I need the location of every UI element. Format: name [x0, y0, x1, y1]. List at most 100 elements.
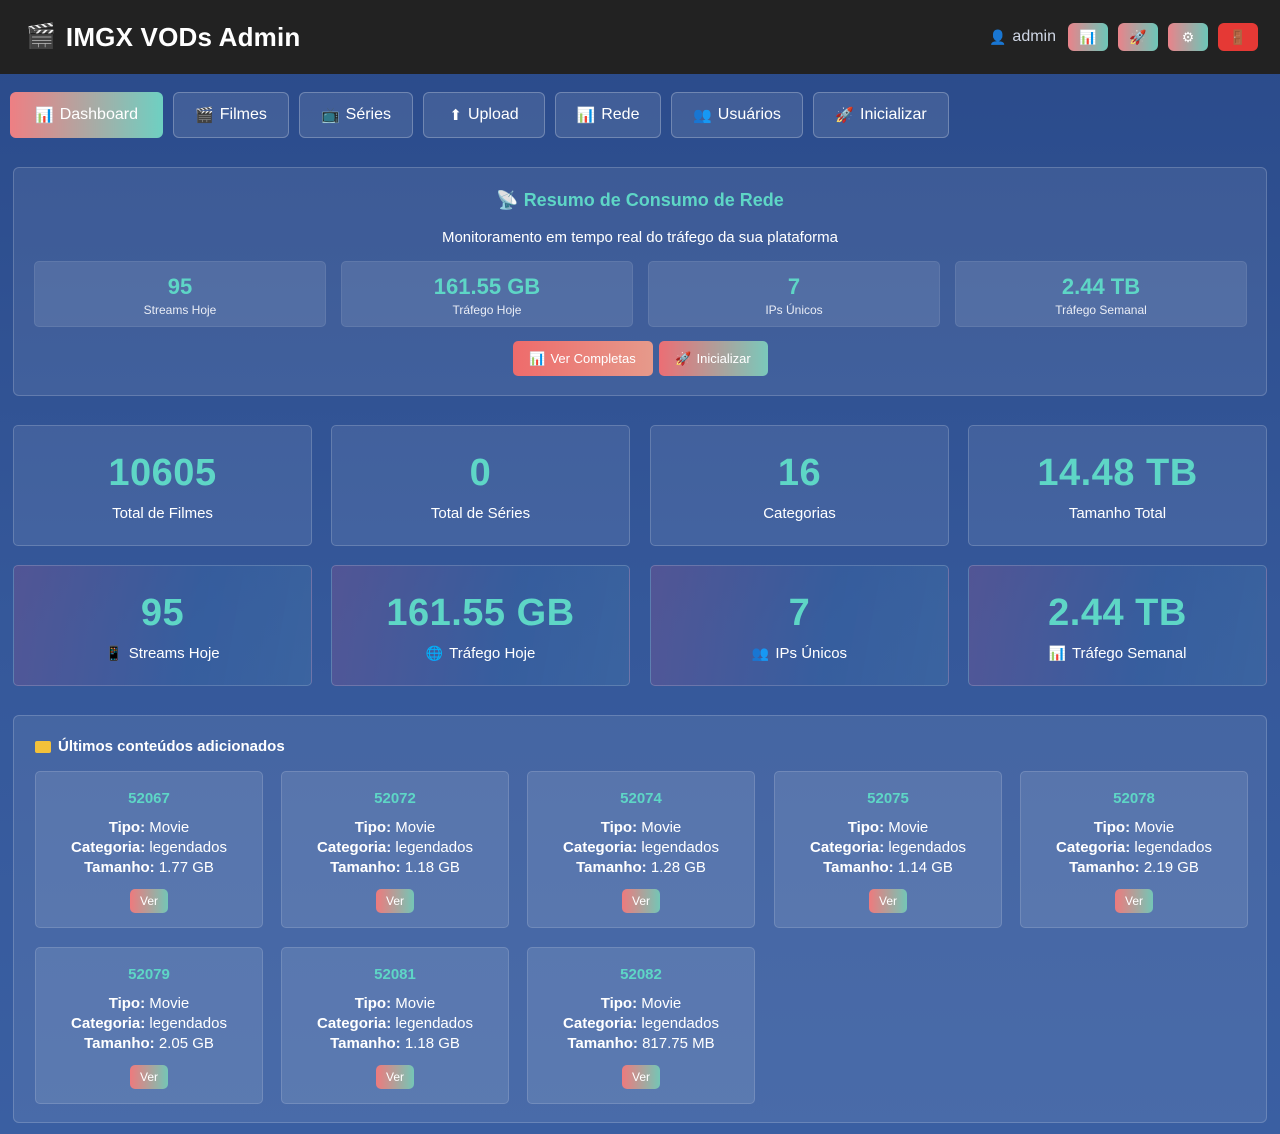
tab-label: Upload	[467, 106, 519, 123]
stat-label: Total de Séries	[430, 505, 531, 522]
stat-label: Categorias	[763, 505, 836, 522]
stat-value: 0	[469, 452, 492, 494]
tab-label: Filmes	[219, 106, 267, 123]
header-stats-button[interactable]: 📊	[1068, 23, 1108, 51]
network-actions: 📊 Ver Completas 🚀 Inicializar	[14, 341, 1266, 376]
tab-label: Inicializar	[860, 106, 927, 123]
top-header: 🎬 IMGX VODs Admin 👤 admin 📊 🚀 ⚙ 🚪	[0, 0, 1280, 74]
content-category: Categoria: legendados	[563, 1015, 719, 1032]
brand[interactable]: 🎬 IMGX VODs Admin	[26, 22, 301, 53]
content-category: Categoria: legendados	[317, 1015, 473, 1032]
tab-label: Usuários	[717, 106, 781, 123]
content-id: 52075	[867, 790, 909, 807]
view-content-button[interactable]: Ver	[376, 1065, 414, 1089]
stat-card-categories: 16 Categorias	[650, 425, 949, 546]
tab-dashboard[interactable]: 📊 Dashboard	[10, 92, 163, 138]
recent-content-title: Últimos conteúdos adicionados	[35, 738, 285, 755]
stat-value: 161.55 GB	[386, 592, 575, 634]
users-icon: 👥	[693, 107, 712, 124]
content-id: 52072	[374, 790, 416, 807]
tab-series[interactable]: 📺 Séries	[299, 92, 413, 138]
stat-label: Total de Filmes	[112, 505, 213, 522]
view-content-button[interactable]: Ver	[622, 1065, 660, 1089]
tab-usuarios[interactable]: 👥 Usuários	[671, 92, 803, 138]
content-type: Tipo: Movie	[108, 995, 190, 1012]
content-size: Tamanho: 1.14 GB	[823, 859, 953, 876]
view-content-button[interactable]: Ver	[1115, 889, 1153, 913]
initialize-button[interactable]: 🚀 Inicializar	[658, 341, 768, 376]
stat-label: Tráfego Semanal	[1055, 303, 1147, 317]
content-category: Categoria: legendados	[71, 839, 227, 856]
content-category: Categoria: legendados	[317, 839, 473, 856]
stat-card-total-size: 14.48 TB Tamanho Total	[968, 425, 1267, 546]
stat-value: 7	[787, 274, 801, 299]
stats-icon: 📊	[1079, 28, 1097, 45]
content-type: Tipo: Movie	[600, 819, 682, 836]
clapperboard-icon: 🎬	[26, 23, 56, 50]
stat-value: 14.48 TB	[1037, 452, 1198, 494]
tv-icon: 📺	[320, 107, 340, 124]
header-rocket-button[interactable]: 🚀	[1118, 23, 1158, 51]
view-full-stats-button[interactable]: 📊 Ver Completas	[512, 341, 653, 376]
content-category: Categoria: legendados	[1056, 839, 1212, 856]
header-actions: 👤 admin 📊 🚀 ⚙ 🚪	[989, 23, 1258, 51]
content-card: 52079 Tipo: Movie Categoria: legendados Tam…	[35, 947, 263, 1104]
tab-upload[interactable]: ⬆ Upload	[423, 92, 545, 138]
content-id: 52074	[620, 790, 662, 807]
upload-icon: ⬆	[449, 107, 462, 124]
tab-inicializar[interactable]: 🚀 Inicializar	[813, 92, 949, 138]
content-card: 52078 Tipo: Movie Categoria: legendados Tam…	[1020, 771, 1248, 928]
content-category: Categoria: legendados	[71, 1015, 227, 1032]
content-id: 52079	[128, 966, 170, 983]
stat-value: 2.44 TB	[1061, 274, 1141, 299]
content-id: 52082	[620, 966, 662, 983]
content-type: Tipo: Movie	[1093, 819, 1175, 836]
view-content-button[interactable]: Ver	[130, 1065, 168, 1089]
stat-label: Tráfego Hoje	[449, 645, 536, 662]
content-type: Tipo: Movie	[354, 995, 436, 1012]
logout-button[interactable]: 🚪	[1218, 23, 1258, 51]
tab-label: Séries	[345, 106, 392, 123]
tab-filmes[interactable]: 🎬 Filmes	[173, 92, 289, 138]
view-content-button[interactable]: Ver	[130, 889, 168, 913]
content-card: 52074 Tipo: Movie Categoria: legendados Tam…	[527, 771, 755, 928]
stat-value: 95	[167, 274, 193, 299]
network-summary-panel: 📡 Resumo de Consumo de Rede Monitorament…	[13, 167, 1267, 396]
content-id: 52078	[1113, 790, 1155, 807]
network-summary-subtitle: Monitoramento em tempo real do tráfego d…	[441, 229, 839, 246]
chart-icon: 📊	[529, 350, 546, 366]
content-id: 52067	[128, 790, 170, 807]
phone-icon: 📱	[105, 645, 123, 661]
tab-rede[interactable]: 📊 Rede	[555, 92, 661, 138]
content-size: Tamanho: 1.18 GB	[330, 859, 460, 876]
view-content-button[interactable]: Ver	[622, 889, 660, 913]
content-card: 52082 Tipo: Movie Categoria: legendados Tam…	[527, 947, 755, 1104]
content-type: Tipo: Movie	[354, 819, 436, 836]
view-content-button[interactable]: Ver	[376, 889, 414, 913]
stat-value: 7	[788, 592, 811, 634]
logout-icon: 🚪	[1229, 28, 1247, 45]
stat-value: 10605	[108, 452, 217, 494]
clapperboard-icon: 🎬	[195, 107, 214, 124]
stat-card-total-series: 0 Total de Séries	[331, 425, 630, 546]
content-size: Tamanho: 2.05 GB	[84, 1035, 214, 1052]
content-size: Tamanho: 1.28 GB	[576, 859, 706, 876]
stat-value: 161.55 GB	[433, 274, 541, 299]
stat-card-unique-ips: 7 👥 IPs Únicos	[650, 565, 949, 686]
content-card: 52072 Tipo: Movie Categoria: legendados Tam…	[281, 771, 509, 928]
stat-value: 16	[777, 452, 822, 494]
view-content-button[interactable]: Ver	[869, 889, 907, 913]
network-stat-weekly-traffic: 2.44 TB Tráfego Semanal	[955, 261, 1247, 327]
content-card: 52067 Tipo: Movie Categoria: legendados Tam…	[35, 771, 263, 928]
network-summary-title: 📡 Resumo de Consumo de Rede	[496, 190, 784, 210]
header-settings-button[interactable]: ⚙	[1168, 23, 1208, 51]
chart-icon: 📊	[1048, 645, 1066, 661]
content-type: Tipo: Movie	[600, 995, 682, 1012]
stat-card-streams-today: 95 📱 Streams Hoje	[13, 565, 312, 686]
network-stat-traffic: 161.55 GB Tráfego Hoje	[341, 261, 633, 327]
stat-card-total-movies: 10605 Total de Filmes	[13, 425, 312, 546]
gear-icon: ⚙	[1181, 28, 1195, 45]
stat-label: Tráfego Hoje	[452, 303, 522, 317]
satellite-icon: 📡	[496, 190, 519, 210]
stat-label: IPs Únicos	[775, 645, 848, 662]
